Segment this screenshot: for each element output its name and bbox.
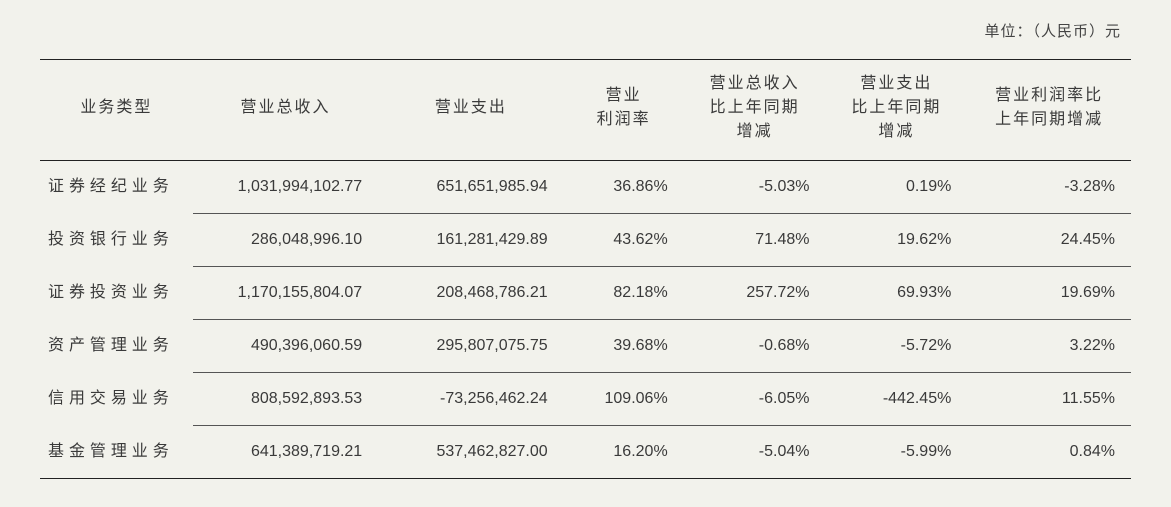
table-header-row: 业务类型 营业总收入 营业支出 营业利润率 营业总收入比上年同期增减 营业支出比… — [40, 60, 1131, 161]
cell-type: 基金管理业务 — [40, 426, 193, 479]
cell-rev_yoy: -5.04% — [684, 426, 826, 479]
table-row: 基金管理业务641,389,719.21537,462,827.0016.20%… — [40, 426, 1131, 479]
table-row: 证券经纪业务1,031,994,102.77651,651,985.9436.8… — [40, 161, 1131, 214]
cell-margin_yoy: 19.69% — [967, 267, 1131, 320]
cell-rev_yoy: 257.72% — [684, 267, 826, 320]
table-row: 投资银行业务286,048,996.10161,281,429.8943.62%… — [40, 214, 1131, 267]
cell-rev_yoy: -0.68% — [684, 320, 826, 373]
cell-margin_yoy: 0.84% — [967, 426, 1131, 479]
cell-revenue: 808,592,893.53 — [193, 373, 378, 426]
cell-margin: 43.62% — [564, 214, 684, 267]
cell-rev_yoy: -6.05% — [684, 373, 826, 426]
cell-type: 证券经纪业务 — [40, 161, 193, 214]
table-row: 信用交易业务808,592,893.53-73,256,462.24109.06… — [40, 373, 1131, 426]
cell-revenue: 641,389,719.21 — [193, 426, 378, 479]
cell-exp_yoy: 0.19% — [826, 161, 968, 214]
cell-exp_yoy: 19.62% — [826, 214, 968, 267]
cell-rev_yoy: 71.48% — [684, 214, 826, 267]
cell-exp_yoy: -5.99% — [826, 426, 968, 479]
cell-type: 投资银行业务 — [40, 214, 193, 267]
cell-margin: 36.86% — [564, 161, 684, 214]
cell-exp_yoy: -5.72% — [826, 320, 968, 373]
cell-exp_yoy: -442.45% — [826, 373, 968, 426]
cell-margin: 39.68% — [564, 320, 684, 373]
cell-type: 信用交易业务 — [40, 373, 193, 426]
col-header-revenue: 营业总收入 — [193, 60, 378, 161]
cell-expense: 651,651,985.94 — [378, 161, 563, 214]
cell-type: 资产管理业务 — [40, 320, 193, 373]
table-body: 证券经纪业务1,031,994,102.77651,651,985.9436.8… — [40, 161, 1131, 479]
unit-label: 单位：（人民币）元 — [40, 20, 1131, 41]
col-header-margin: 营业利润率 — [564, 60, 684, 161]
cell-expense: 208,468,786.21 — [378, 267, 563, 320]
cell-revenue: 286,048,996.10 — [193, 214, 378, 267]
cell-margin_yoy: 24.45% — [967, 214, 1131, 267]
cell-margin_yoy: -3.28% — [967, 161, 1131, 214]
cell-revenue: 490,396,060.59 — [193, 320, 378, 373]
col-header-exp-yoy: 营业支出比上年同期增减 — [826, 60, 968, 161]
business-segment-table: 业务类型 营业总收入 营业支出 营业利润率 营业总收入比上年同期增减 营业支出比… — [40, 59, 1131, 479]
cell-margin_yoy: 3.22% — [967, 320, 1131, 373]
cell-margin: 82.18% — [564, 267, 684, 320]
table-row: 资产管理业务490,396,060.59295,807,075.7539.68%… — [40, 320, 1131, 373]
cell-expense: 295,807,075.75 — [378, 320, 563, 373]
cell-rev_yoy: -5.03% — [684, 161, 826, 214]
col-header-expense: 营业支出 — [378, 60, 563, 161]
cell-margin: 109.06% — [564, 373, 684, 426]
table-row: 证券投资业务1,170,155,804.07208,468,786.2182.1… — [40, 267, 1131, 320]
cell-expense: -73,256,462.24 — [378, 373, 563, 426]
col-header-type: 业务类型 — [40, 60, 193, 161]
cell-margin_yoy: 11.55% — [967, 373, 1131, 426]
cell-revenue: 1,170,155,804.07 — [193, 267, 378, 320]
cell-exp_yoy: 69.93% — [826, 267, 968, 320]
cell-expense: 537,462,827.00 — [378, 426, 563, 479]
cell-margin: 16.20% — [564, 426, 684, 479]
cell-revenue: 1,031,994,102.77 — [193, 161, 378, 214]
col-header-rev-yoy: 营业总收入比上年同期增减 — [684, 60, 826, 161]
cell-type: 证券投资业务 — [40, 267, 193, 320]
cell-expense: 161,281,429.89 — [378, 214, 563, 267]
col-header-margin-yoy: 营业利润率比上年同期增减 — [967, 60, 1131, 161]
